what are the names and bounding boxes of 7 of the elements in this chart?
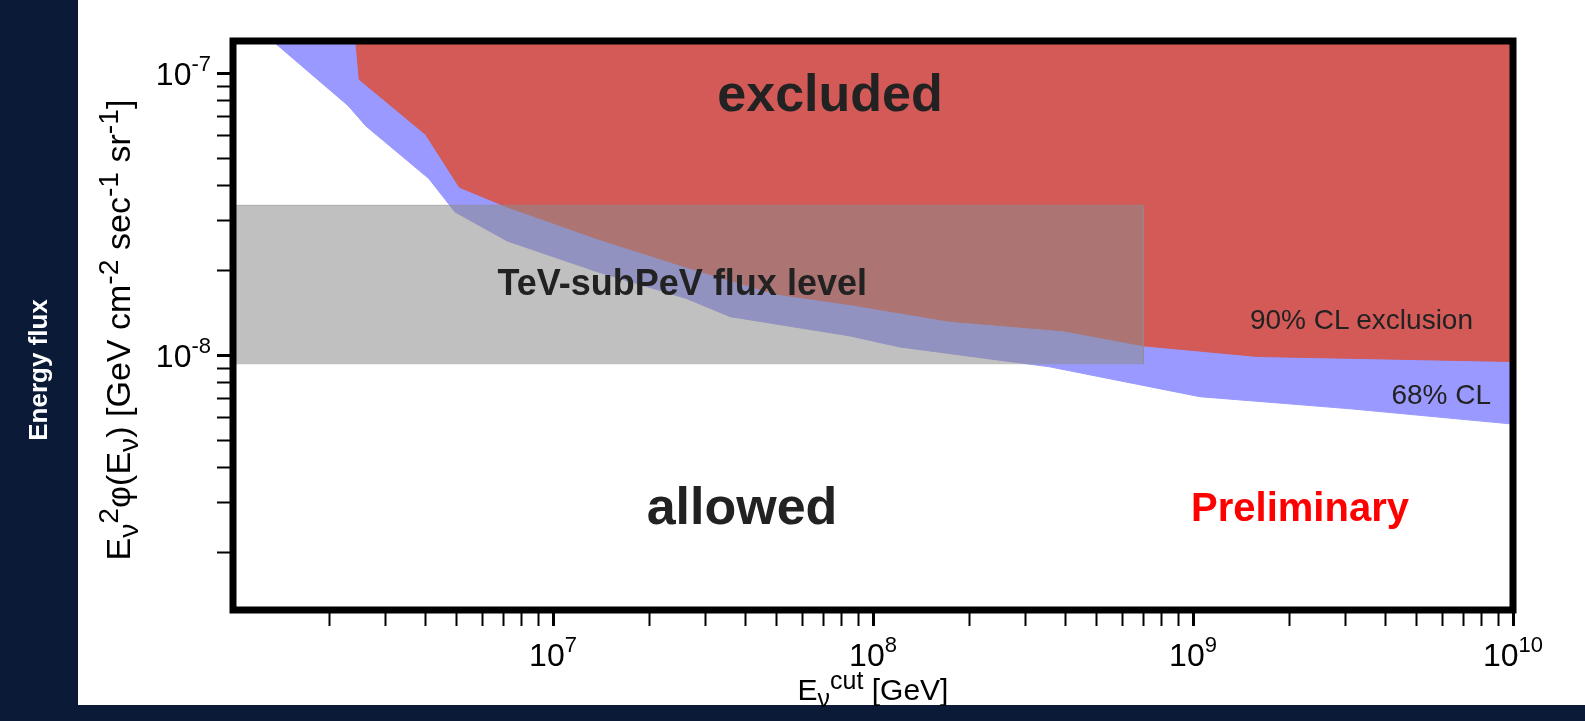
annotation: excluded: [717, 64, 943, 123]
series-label: 90% CL exclusion: [1249, 304, 1473, 336]
annotation: Preliminary: [1191, 485, 1410, 530]
text: Energy flux: [22, 298, 54, 443]
series-label: 68% CL: [1391, 378, 1491, 410]
annotation: allowed: [646, 477, 838, 536]
x-axis-title: E$_{ν}$$^{cut}$ [GeV]: [797, 666, 949, 712]
